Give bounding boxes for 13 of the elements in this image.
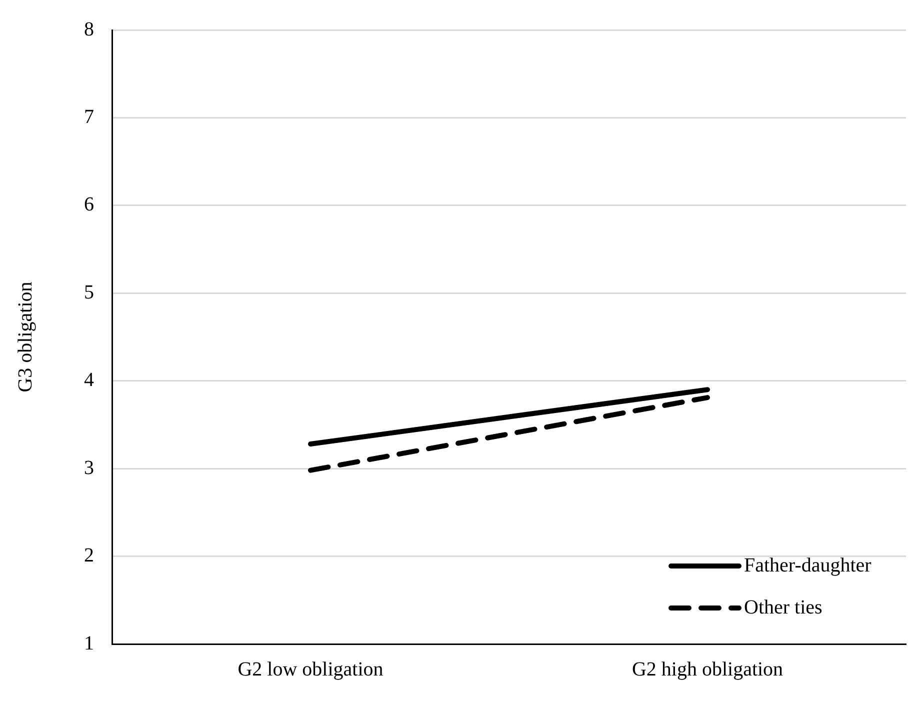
y-tick-label: 3 [84,456,94,479]
y-tick-label: 8 [84,18,94,40]
x-tick-label: G2 low obligation [238,658,384,680]
y-tick-label: 4 [84,369,94,392]
legend-label: Father-daughter [744,554,872,576]
x-tick-label: G2 high obligation [632,658,784,680]
y-tick-label: 1 [84,632,94,654]
y-axis-title: G3 obligation [14,282,36,392]
y-tick-label: 7 [84,106,94,128]
y-tick-label: 2 [84,544,94,567]
y-tick-label: 6 [84,194,94,216]
legend-label: Other ties [744,596,823,618]
y-tick-label: 5 [84,281,94,304]
